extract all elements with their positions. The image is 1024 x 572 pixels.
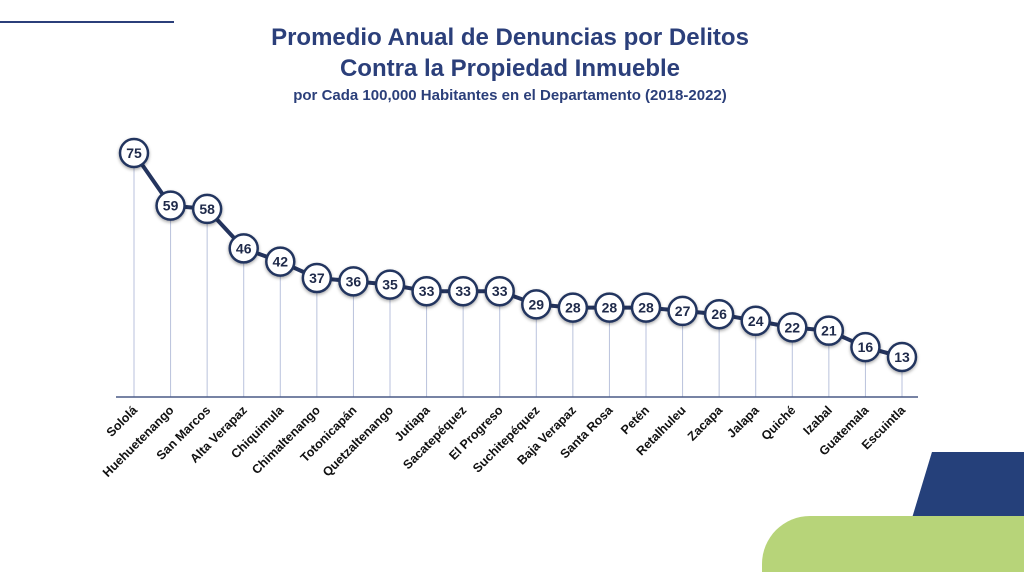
- data-point: 37: [301, 262, 333, 294]
- data-point-marker: [228, 233, 259, 264]
- x-tick-label: Petén: [618, 403, 652, 437]
- data-label: 59: [163, 198, 179, 214]
- data-label: 26: [711, 306, 727, 322]
- data-label: 21: [821, 323, 837, 339]
- x-tick-label: Jalapa: [724, 402, 762, 440]
- data-label: 29: [528, 296, 544, 312]
- data-point: 42: [265, 246, 296, 277]
- data-point-marker: [118, 137, 150, 169]
- data-point: 28: [594, 292, 625, 323]
- data-point-marker: [777, 312, 808, 343]
- chart-subtitle: por Cada 100,000 Habitantes en el Depart…: [293, 87, 727, 104]
- data-point: 58: [191, 193, 223, 225]
- data-point-marker: [484, 275, 515, 307]
- data-point: 33: [484, 275, 515, 307]
- data-point-marker: [813, 315, 845, 346]
- data-point-marker: [338, 266, 369, 297]
- data-label: 13: [894, 349, 910, 365]
- data-point-marker: [447, 275, 479, 307]
- data-point: 59: [155, 190, 186, 221]
- data-point-marker: [850, 331, 881, 363]
- data-label: 35: [382, 277, 398, 293]
- data-label: 28: [565, 300, 581, 316]
- data-point: 26: [703, 298, 735, 330]
- data-point-marker: [557, 292, 589, 323]
- data-point: 13: [886, 341, 918, 373]
- data-label: 24: [748, 313, 764, 329]
- series-line: [132, 151, 903, 359]
- data-label: 75: [126, 145, 142, 161]
- data-label: 42: [272, 254, 288, 270]
- data-point: 28: [557, 292, 589, 323]
- data-point-marker: [521, 289, 552, 320]
- data-point: 46: [228, 233, 259, 264]
- data-point-marker: [191, 193, 223, 225]
- data-point: 33: [447, 275, 479, 307]
- x-tick-label: Izabal: [801, 403, 835, 437]
- data-label: 58: [199, 201, 215, 217]
- data-label: 27: [675, 303, 691, 319]
- data-label: 28: [602, 300, 618, 316]
- data-point-marker: [301, 262, 333, 294]
- data-label: 22: [784, 319, 800, 335]
- data-point: 36: [338, 266, 369, 297]
- data-point: 33: [411, 275, 442, 307]
- chart-title-line2: Contra la Propiedad Inmueble: [339, 55, 681, 82]
- data-point-marker: [265, 246, 296, 277]
- data-label: 28: [638, 300, 654, 316]
- data-point-marker: [886, 341, 918, 373]
- data-label: 33: [419, 283, 435, 299]
- data-point-marker: [630, 292, 662, 323]
- title-block: Promedio Anual de Denuncias por Delitos …: [230, 22, 790, 107]
- data-point: 27: [667, 295, 698, 327]
- data-label: 37: [309, 270, 325, 286]
- data-point: 29: [521, 289, 552, 320]
- data-point-marker: [411, 275, 442, 307]
- x-tick-label: Zacapa: [685, 402, 726, 443]
- data-point: 28: [630, 292, 662, 323]
- data-point: 16: [850, 331, 881, 363]
- data-point-marker: [703, 298, 735, 330]
- data-label: 46: [236, 240, 252, 256]
- data-label: 33: [455, 283, 471, 299]
- data-point-marker: [374, 269, 406, 300]
- x-tick-label: Sacatepéquez: [400, 403, 469, 472]
- chart-title-line1: Promedio Anual de Denuncias por Delitos: [271, 24, 749, 51]
- data-label: 16: [858, 339, 874, 355]
- x-tick-label: Quiché: [759, 403, 799, 443]
- data-point-marker: [667, 295, 698, 327]
- data-point-marker: [740, 305, 771, 337]
- data-point: 75: [118, 137, 150, 169]
- top-rule: [0, 21, 174, 23]
- drop-lines: [133, 167, 903, 397]
- decorative-green-shape: [762, 516, 1024, 572]
- data-label: 36: [346, 273, 362, 289]
- data-point-marker: [155, 190, 186, 221]
- data-markers: 75 59 58 46 42 37 36 35 33 33 33 29 28 28 28 27 26 24 22 21…: [118, 137, 918, 373]
- data-point: 22: [777, 312, 808, 343]
- data-point: 21: [813, 315, 845, 346]
- data-point: 35: [374, 269, 406, 300]
- data-point-marker: [594, 292, 625, 323]
- data-label: 33: [492, 283, 508, 299]
- data-point: 24: [740, 305, 771, 337]
